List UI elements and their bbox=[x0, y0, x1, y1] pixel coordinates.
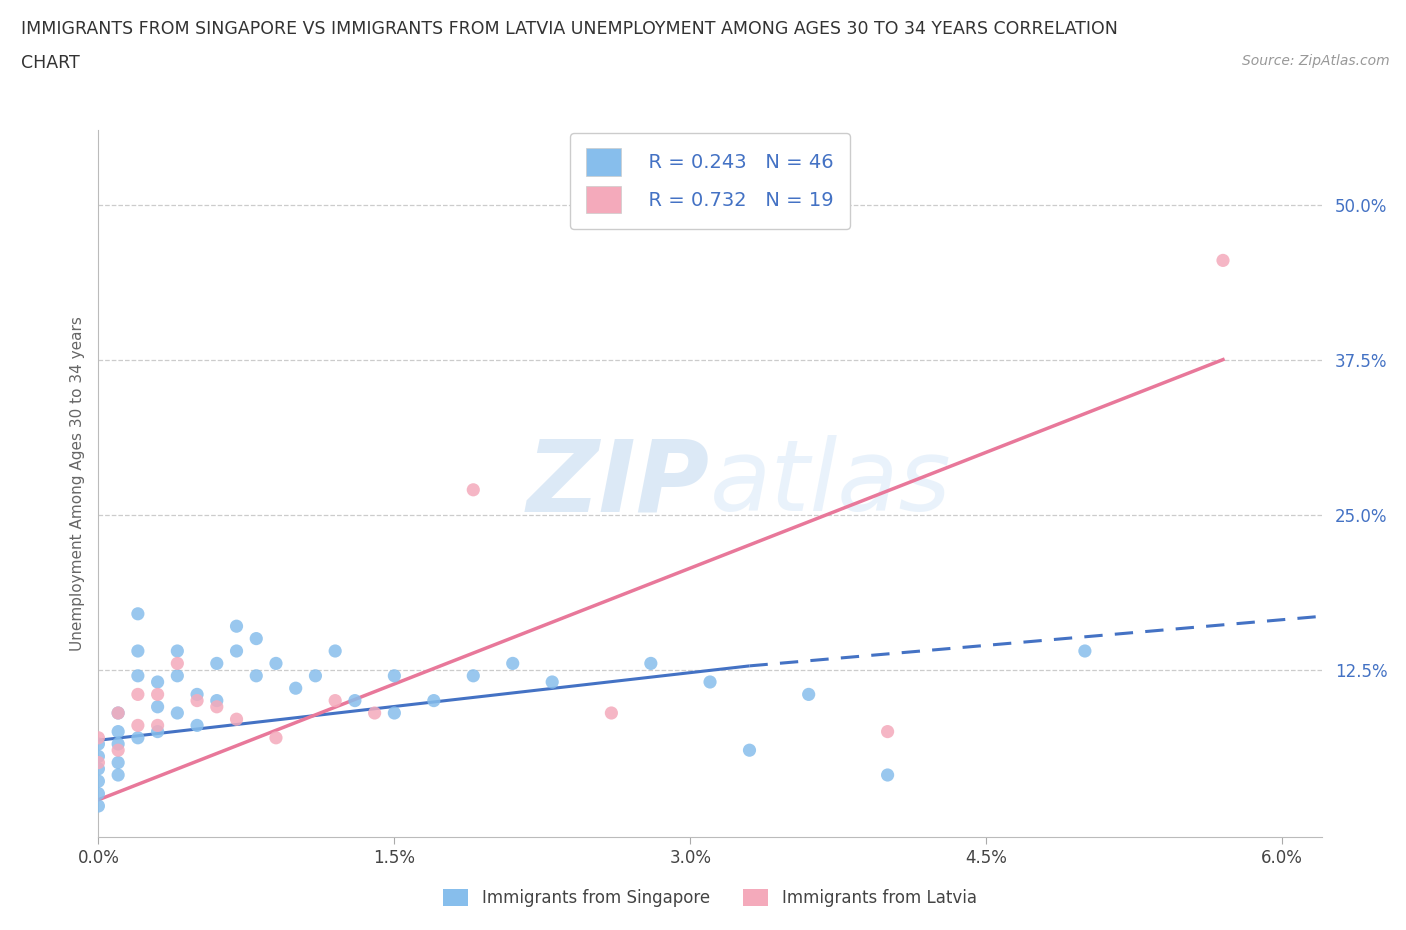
Point bbox=[225, 711, 247, 726]
Legend: Immigrants from Singapore, Immigrants from Latvia: Immigrants from Singapore, Immigrants fr… bbox=[437, 882, 983, 913]
Point bbox=[463, 483, 485, 498]
Point bbox=[127, 718, 149, 733]
Text: IMMIGRANTS FROM SINGAPORE VS IMMIGRANTS FROM LATVIA UNEMPLOYMENT AMONG AGES 30 T: IMMIGRANTS FROM SINGAPORE VS IMMIGRANTS … bbox=[21, 20, 1118, 38]
Point bbox=[205, 693, 228, 708]
Point bbox=[382, 669, 405, 684]
Point bbox=[146, 724, 169, 739]
Point bbox=[699, 674, 721, 689]
Point bbox=[323, 644, 346, 658]
Point bbox=[146, 687, 169, 702]
Text: ZIP: ZIP bbox=[527, 435, 710, 532]
Point bbox=[343, 693, 366, 708]
Point bbox=[225, 618, 247, 633]
Y-axis label: Unemployment Among Ages 30 to 34 years: Unemployment Among Ages 30 to 34 years bbox=[69, 316, 84, 651]
Point bbox=[127, 669, 149, 684]
Point bbox=[166, 656, 188, 671]
Point bbox=[541, 674, 564, 689]
Point bbox=[107, 737, 129, 751]
Point bbox=[87, 749, 110, 764]
Point bbox=[284, 681, 307, 696]
Point bbox=[87, 755, 110, 770]
Point bbox=[264, 656, 287, 671]
Point bbox=[323, 693, 346, 708]
Point bbox=[87, 737, 110, 751]
Point bbox=[382, 706, 405, 721]
Point bbox=[127, 687, 149, 702]
Point bbox=[127, 606, 149, 621]
Point bbox=[363, 706, 385, 721]
Point bbox=[245, 669, 267, 684]
Point bbox=[186, 687, 208, 702]
Point bbox=[87, 730, 110, 745]
Point bbox=[640, 656, 662, 671]
Point bbox=[107, 767, 129, 782]
Point bbox=[463, 669, 485, 684]
Point bbox=[1212, 253, 1234, 268]
Text: CHART: CHART bbox=[21, 54, 80, 72]
Text: atlas: atlas bbox=[710, 435, 952, 532]
Point bbox=[186, 718, 208, 733]
Text: Source: ZipAtlas.com: Source: ZipAtlas.com bbox=[1241, 54, 1389, 68]
Point bbox=[876, 724, 898, 739]
Point bbox=[876, 767, 898, 782]
Point bbox=[738, 743, 761, 758]
Point bbox=[107, 743, 129, 758]
Point bbox=[87, 774, 110, 789]
Point bbox=[166, 644, 188, 658]
Point bbox=[107, 706, 129, 721]
Point bbox=[107, 755, 129, 770]
Point bbox=[225, 644, 247, 658]
Point bbox=[304, 669, 326, 684]
Point bbox=[107, 706, 129, 721]
Point bbox=[146, 718, 169, 733]
Point bbox=[166, 669, 188, 684]
Point bbox=[1074, 644, 1097, 658]
Point bbox=[245, 631, 267, 646]
Point bbox=[205, 656, 228, 671]
Point bbox=[146, 699, 169, 714]
Point bbox=[186, 693, 208, 708]
Point bbox=[146, 674, 169, 689]
Point bbox=[502, 656, 524, 671]
Point bbox=[87, 786, 110, 801]
Point bbox=[205, 699, 228, 714]
Point bbox=[127, 644, 149, 658]
Point bbox=[166, 706, 188, 721]
Point bbox=[797, 687, 820, 702]
Point bbox=[264, 730, 287, 745]
Point bbox=[423, 693, 446, 708]
Point bbox=[127, 730, 149, 745]
Point bbox=[87, 799, 110, 814]
Point bbox=[600, 706, 623, 721]
Point bbox=[87, 762, 110, 777]
Point bbox=[107, 724, 129, 739]
